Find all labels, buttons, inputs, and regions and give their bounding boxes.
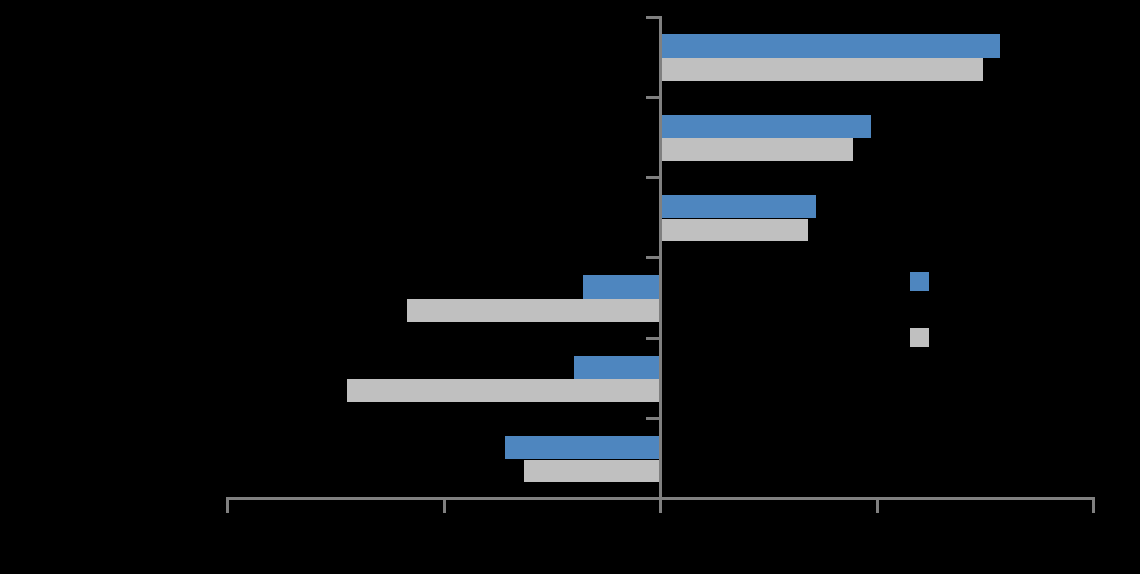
x-axis-tick — [875, 497, 879, 513]
bar-series-2-gray-row-5 — [346, 379, 661, 402]
bar-series-2-gray-row-4 — [407, 298, 661, 322]
y-axis-tick — [646, 176, 662, 180]
y-axis-tick — [646, 336, 662, 340]
y-axis-line — [659, 15, 662, 513]
legend-swatch-series-1 — [910, 272, 929, 291]
y-axis-tick — [646, 417, 662, 421]
legend-swatch-series-2 — [910, 328, 929, 347]
y-axis-tick — [646, 256, 662, 260]
bar-series-1-blue-row-6 — [504, 435, 661, 460]
y-axis-tick — [646, 15, 662, 19]
bar-series-2-gray-row-2 — [660, 138, 854, 162]
bar-series-2-gray-row-6 — [524, 459, 661, 483]
x-axis-tick — [226, 497, 229, 513]
bar-series-1-blue-row-3 — [660, 194, 817, 219]
x-axis-line — [226, 497, 1095, 500]
bar-series-1-blue-row-1 — [660, 34, 1001, 58]
bar-series-2-gray-row-3 — [660, 218, 808, 242]
bar-series-1-blue-row-4 — [582, 275, 661, 299]
bar-series-2-gray-row-1 — [660, 58, 984, 81]
x-axis-tick — [442, 497, 446, 513]
x-axis-tick — [1092, 497, 1095, 513]
bar-series-1-blue-row-2 — [660, 114, 871, 139]
y-axis-tick — [646, 95, 662, 99]
bar-series-1-blue-row-5 — [573, 355, 661, 379]
